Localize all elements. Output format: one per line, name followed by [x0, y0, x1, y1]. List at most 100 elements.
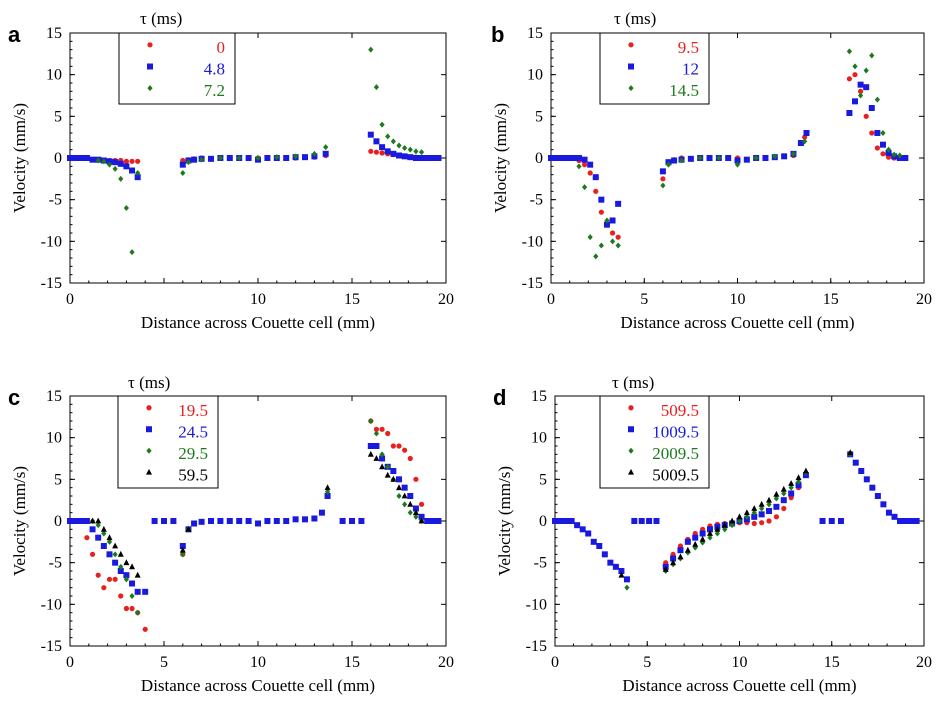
series-24.5	[67, 443, 442, 595]
data-point	[396, 476, 402, 483]
data-point	[379, 144, 386, 151]
data-point	[83, 518, 90, 524]
legend-marker	[147, 42, 153, 48]
y-tick-label: -15	[526, 638, 547, 655]
data-point	[891, 513, 898, 520]
y-tick-label: -10	[41, 596, 62, 613]
data-point	[615, 234, 621, 240]
data-point	[615, 200, 622, 207]
data-point	[413, 513, 419, 520]
data-point	[117, 550, 124, 557]
legend-box	[599, 395, 710, 489]
data-point	[795, 482, 802, 489]
data-point	[191, 156, 198, 163]
data-point	[781, 153, 788, 160]
data-point	[379, 121, 385, 128]
data-point	[358, 518, 365, 524]
data-point	[576, 163, 582, 170]
data-point	[596, 543, 603, 549]
data-point	[570, 155, 577, 161]
legend-box	[599, 32, 710, 105]
data-point	[869, 484, 876, 491]
legend-label: 2009.5	[652, 444, 699, 463]
data-point	[788, 484, 794, 491]
data-point	[129, 580, 136, 587]
legend-title: τ (ms)	[612, 373, 654, 392]
data-point	[407, 493, 414, 499]
data-point	[795, 478, 802, 485]
x-tick-label: 10	[250, 291, 266, 308]
data-point	[874, 493, 881, 499]
data-point	[112, 165, 118, 172]
data-point	[692, 534, 699, 541]
data-point	[559, 155, 566, 161]
data-point	[868, 105, 875, 111]
data-point	[407, 500, 414, 507]
data-point	[744, 513, 750, 520]
data-point	[697, 155, 703, 161]
data-point	[101, 585, 107, 591]
data-point	[67, 518, 73, 524]
data-point	[379, 451, 385, 458]
data-point	[311, 515, 318, 522]
data-point	[302, 516, 308, 523]
data-point	[191, 520, 198, 527]
y-tick-label: 15	[46, 25, 62, 42]
data-point	[412, 505, 419, 512]
legend-title: τ (ms)	[128, 373, 170, 392]
data-point	[869, 130, 875, 136]
data-point	[118, 175, 124, 182]
data-point	[264, 155, 271, 161]
data-point	[318, 509, 325, 516]
data-point	[373, 149, 380, 155]
data-point	[846, 76, 853, 82]
y-tick-label: -15	[41, 275, 62, 292]
data-point	[623, 576, 630, 583]
data-point	[112, 551, 118, 558]
data-point	[880, 501, 887, 508]
y-tick-label: 5	[54, 108, 62, 125]
data-point	[706, 155, 713, 161]
data-point	[908, 518, 915, 524]
data-point	[151, 518, 158, 524]
data-point	[795, 474, 802, 481]
data-point	[390, 443, 396, 449]
legend-label: 4.8	[204, 60, 225, 79]
data-point	[117, 568, 124, 574]
data-point	[585, 530, 592, 537]
data-point	[135, 170, 141, 176]
legend-label: 24.5	[178, 422, 208, 441]
data-point	[72, 518, 79, 524]
data-point	[762, 155, 769, 161]
y-axis-label: Velocity (mm/s)	[495, 466, 514, 576]
data-point	[412, 509, 419, 516]
data-point	[858, 468, 865, 474]
data-point	[435, 155, 442, 161]
data-point	[857, 81, 864, 88]
y-tick-label: -15	[522, 275, 543, 292]
data-point	[101, 158, 107, 165]
legend-label: 29.5	[178, 444, 208, 463]
data-point	[67, 155, 73, 161]
data-point	[429, 518, 436, 524]
data-point	[714, 525, 721, 532]
legend-label: 14.5	[669, 81, 699, 100]
data-point	[379, 455, 386, 462]
data-point	[373, 430, 380, 437]
y-tick-label: 5	[539, 471, 547, 488]
data-point	[797, 140, 804, 146]
data-point	[706, 530, 713, 536]
legend-label: 1009.5	[652, 422, 699, 441]
data-point	[773, 514, 780, 520]
data-point	[590, 538, 597, 545]
data-point	[185, 159, 192, 166]
x-tick-label: 5	[643, 654, 651, 671]
legend-label: 9.5	[678, 38, 699, 57]
y-tick-label: 10	[531, 430, 547, 447]
data-point	[170, 518, 177, 524]
data-point	[751, 509, 757, 516]
y-tick-label: 10	[527, 67, 543, 84]
data-point	[766, 508, 773, 514]
legend-marker	[146, 447, 152, 454]
